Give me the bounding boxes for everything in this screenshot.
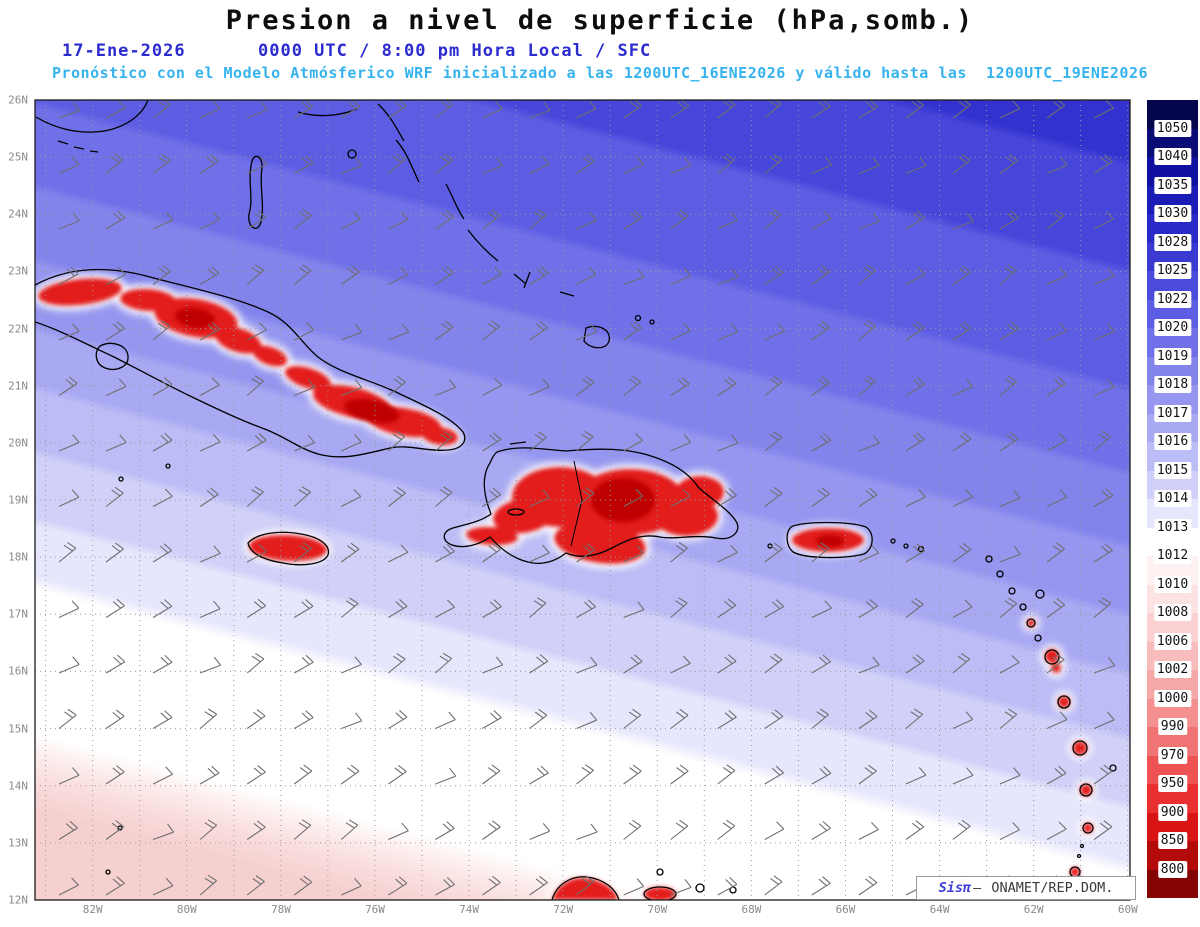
colorbar-label: 1014 bbox=[1153, 490, 1192, 507]
page-title: Presion a nivel de superficie (hPa,somb.… bbox=[225, 5, 975, 36]
colorbar-label: 1000 bbox=[1153, 689, 1192, 707]
attribution-org: ONAMET/REP.DOM. bbox=[991, 880, 1114, 896]
lat-label: 23N bbox=[8, 264, 28, 278]
colorbar-label: 800 bbox=[1157, 860, 1188, 878]
colorbar-label: 1028 bbox=[1153, 233, 1192, 251]
attribution-badge: Sisπ — ONAMET/REP.DOM. bbox=[916, 876, 1136, 900]
lon-label: 66W bbox=[835, 903, 856, 916]
colorbar-label: 1022 bbox=[1153, 290, 1192, 308]
latitude-axis: 26N 25N 24N 23N 22N 21N 20N 19N 18N 17N 16N 15N 14N 1… bbox=[0, 0, 31, 927]
colorbar-label: 1008 bbox=[1153, 604, 1192, 621]
lat-label: 20N bbox=[8, 436, 28, 450]
colorbar-label: 990 bbox=[1157, 718, 1188, 735]
lon-label: 62W bbox=[1023, 903, 1044, 916]
lat-label: 19N bbox=[8, 493, 28, 507]
colorbar-label: 1006 bbox=[1153, 632, 1192, 650]
colorbar-label: 1018 bbox=[1153, 376, 1192, 393]
lat-label: 21N bbox=[8, 379, 28, 393]
colorbar-label: 1035 bbox=[1153, 176, 1192, 194]
lat-label: 24N bbox=[8, 207, 28, 221]
colorbar-label: 900 bbox=[1157, 803, 1188, 821]
colorbar-label: 1019 bbox=[1153, 347, 1192, 365]
colorbar-label: 1020 bbox=[1153, 319, 1192, 336]
longitude-axis: 82W 80W 78W 76W 74W 72W 70W 68W 66W 64W 62W 60W bbox=[0, 903, 1200, 921]
lat-label: 13N bbox=[8, 836, 28, 850]
datetime-line: 17-Ene-2026 0000 UTC / 8:00 pm Hora Loca… bbox=[0, 41, 1200, 63]
forecast-date: 17-Ene-2026 bbox=[62, 41, 186, 61]
lon-label: 64W bbox=[929, 903, 950, 916]
lon-label: 74W bbox=[459, 903, 480, 916]
colorbar: 1050 1040 1035 1030 1028 1025 1022 1020 1019 1018… bbox=[1147, 100, 1198, 898]
lon-label: 70W bbox=[647, 903, 668, 916]
colorbar-label: 950 bbox=[1157, 775, 1188, 792]
colorbar-label: 850 bbox=[1157, 832, 1188, 849]
lat-label: 18N bbox=[8, 550, 28, 564]
lon-label: 72W bbox=[553, 903, 574, 916]
lon-label: 82W bbox=[82, 903, 103, 916]
colorbar-label: 1013 bbox=[1153, 518, 1192, 536]
model-info-line: Pronóstico con el Modelo Atmósferico WRF… bbox=[51, 64, 1149, 82]
forecast-time: 0000 UTC / 8:00 pm Hora Local / SFC bbox=[258, 41, 652, 61]
lon-label: 76W bbox=[365, 903, 385, 916]
lon-label: 78W bbox=[270, 903, 291, 916]
coastlines bbox=[35, 100, 1117, 900]
wind-barbs bbox=[58, 100, 1116, 896]
colorbar-label: 1016 bbox=[1153, 433, 1192, 450]
colorbar-label: 1015 bbox=[1153, 461, 1192, 479]
colorbar-label: 1050 bbox=[1153, 119, 1192, 137]
lat-label: 26N bbox=[8, 93, 28, 107]
lat-label: 22N bbox=[8, 322, 28, 336]
colorbar-label: 1025 bbox=[1153, 262, 1192, 279]
colorbar-label: 1040 bbox=[1153, 148, 1192, 165]
colorbar-label: 1012 bbox=[1153, 547, 1192, 564]
lat-label: 25N bbox=[8, 150, 28, 164]
lat-label: 16N bbox=[8, 664, 28, 678]
colorbar-label: 1030 bbox=[1153, 205, 1192, 222]
lat-label: 15N bbox=[8, 722, 28, 736]
lon-label: 80W bbox=[176, 903, 197, 916]
lat-label: 17N bbox=[8, 607, 28, 621]
colorbar-label: 1002 bbox=[1153, 661, 1192, 678]
lat-lon-grid bbox=[35, 100, 1130, 900]
colorbar-label: 1017 bbox=[1153, 404, 1192, 422]
map-border bbox=[34, 99, 1131, 901]
terrain-low-cores bbox=[175, 307, 844, 547]
lon-label: 68W bbox=[741, 903, 762, 916]
colorbar-label: 1010 bbox=[1153, 575, 1192, 593]
sispi-logo: Sisπ bbox=[938, 880, 972, 896]
lat-label: 14N bbox=[8, 779, 28, 793]
attribution-separator: — bbox=[973, 880, 990, 896]
colorbar-label: 970 bbox=[1157, 746, 1188, 764]
lon-label: 60W bbox=[1117, 903, 1138, 916]
lat-label: 12N bbox=[8, 893, 28, 907]
